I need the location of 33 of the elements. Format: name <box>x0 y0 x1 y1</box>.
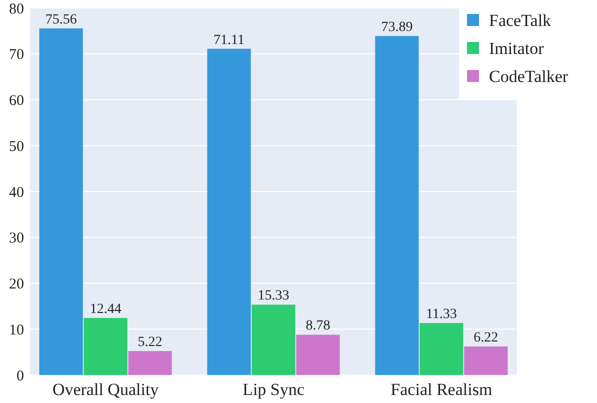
bar <box>420 323 464 375</box>
legend-label: FaceTalk <box>489 10 552 30</box>
bar <box>296 334 340 375</box>
data-label: 5.22 <box>138 335 162 350</box>
data-label: 11.33 <box>426 307 457 322</box>
data-label: 71.11 <box>214 32 245 48</box>
y-tick-label: 30 <box>9 230 24 247</box>
x-tick-label: Overall Quality <box>52 380 160 399</box>
y-tick-label: 80 <box>9 1 24 18</box>
bar <box>207 48 251 375</box>
bar <box>252 304 296 375</box>
data-label: 15.33 <box>258 288 290 304</box>
y-tick-label: 10 <box>9 322 24 338</box>
y-tick-label: 0 <box>16 368 24 384</box>
x-tick-label: Facial Realism <box>390 380 492 399</box>
y-tick-label: 40 <box>9 184 24 201</box>
bar <box>375 36 419 375</box>
data-label: 8.78 <box>306 318 330 334</box>
y-tick-label: 70 <box>9 47 24 64</box>
legend-label: Imitator <box>489 38 544 58</box>
data-label: 75.56 <box>45 12 77 28</box>
data-label: 6.22 <box>474 330 498 346</box>
bar <box>39 28 83 375</box>
y-tick-label: 60 <box>9 93 24 109</box>
bar <box>464 346 508 375</box>
x-tick-label: Lip Sync <box>242 380 305 399</box>
legend-label: CodeTalker <box>489 66 568 86</box>
data-label: 73.89 <box>381 20 413 36</box>
bar <box>128 351 172 375</box>
bar <box>84 318 128 375</box>
y-tick-label: 50 <box>9 138 24 155</box>
y-tick-label: 20 <box>9 276 24 292</box>
data-label: 12.44 <box>90 302 122 317</box>
